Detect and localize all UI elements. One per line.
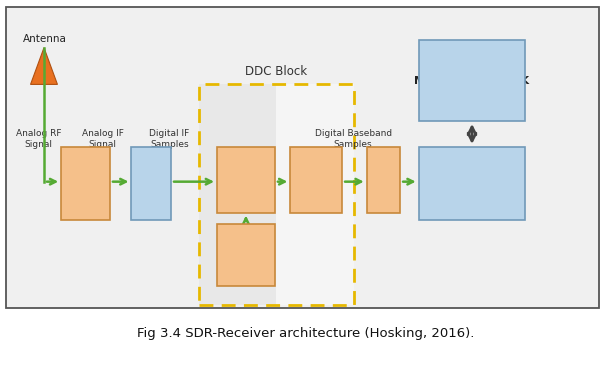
Text: Antenna: Antenna [23, 34, 67, 44]
FancyBboxPatch shape [290, 147, 342, 213]
Text: A/D: A/D [142, 178, 160, 189]
Text: Fig 3.4 SDR-Receiver architecture (Hosking, 2016).: Fig 3.4 SDR-Receiver architecture (Hoski… [137, 327, 474, 341]
Text: Digital IF
Samples: Digital IF Samples [149, 129, 189, 149]
FancyBboxPatch shape [6, 7, 599, 308]
Polygon shape [31, 48, 57, 84]
FancyBboxPatch shape [419, 147, 525, 220]
FancyBboxPatch shape [277, 84, 354, 305]
FancyBboxPatch shape [217, 147, 275, 213]
Text: DSP: DSP [373, 175, 393, 185]
FancyBboxPatch shape [61, 147, 110, 220]
FancyBboxPatch shape [199, 84, 354, 305]
Text: LPF: LPF [307, 175, 325, 185]
FancyBboxPatch shape [419, 40, 525, 121]
Text: RF
Tuner: RF Tuner [72, 173, 99, 194]
Text: Analog RF
Signal: Analog RF Signal [16, 129, 61, 149]
Text: MATLAB SIMULINK: MATLAB SIMULINK [414, 76, 530, 86]
FancyBboxPatch shape [217, 224, 275, 286]
FancyBboxPatch shape [131, 147, 171, 220]
Text: Analog IF
Signal: Analog IF Signal [82, 129, 123, 149]
Text: Host Computer: Host Computer [425, 178, 519, 189]
Text: Digital
Mixer: Digital Mixer [230, 169, 262, 190]
Text: Digital
Local OSC: Digital Local OSC [221, 244, 271, 266]
Text: Digital Baseband
Samples: Digital Baseband Samples [315, 129, 392, 149]
Text: DDC Block: DDC Block [246, 65, 307, 78]
FancyBboxPatch shape [367, 147, 400, 213]
